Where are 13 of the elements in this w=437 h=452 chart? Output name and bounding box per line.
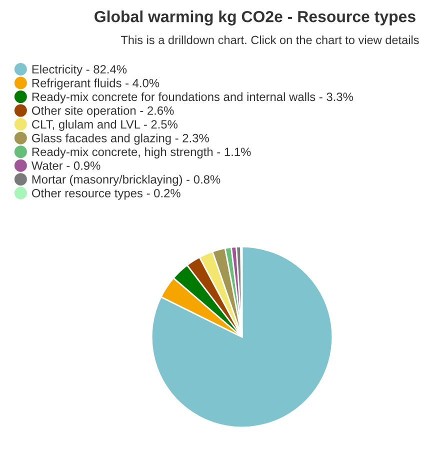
pie-slice: [150, 246, 334, 428]
legend-label: Mortar (masonry/bricklaying) - 0.8%: [32, 174, 220, 186]
legend-label: Other resource types - 0.2%: [32, 188, 180, 200]
legend-label: Refrigerant fluids - 4.0%: [32, 78, 160, 90]
legend-label: Ready-mix concrete for foundations and internal walls - 3.3%: [32, 92, 354, 104]
legend-label: Electricity - 82.4%: [32, 64, 127, 76]
legend-label: Ready-mix concrete, high strength - 1.1%: [32, 147, 251, 158]
chart-subtitle: This is a drilldown chart. Click on the chart to view details: [121, 36, 419, 44]
legend-label: Water - 0.9%: [31, 161, 100, 170]
chart-title: Global warming kg CO2e - Resource types: [94, 10, 416, 26]
legend-label: Glass facades and glazing - 2.3%: [32, 134, 209, 145]
legend-label: CLT, glulam and LVL - 2.5%: [32, 120, 178, 131]
legend-label: Other site operation - 2.6%: [32, 106, 174, 118]
